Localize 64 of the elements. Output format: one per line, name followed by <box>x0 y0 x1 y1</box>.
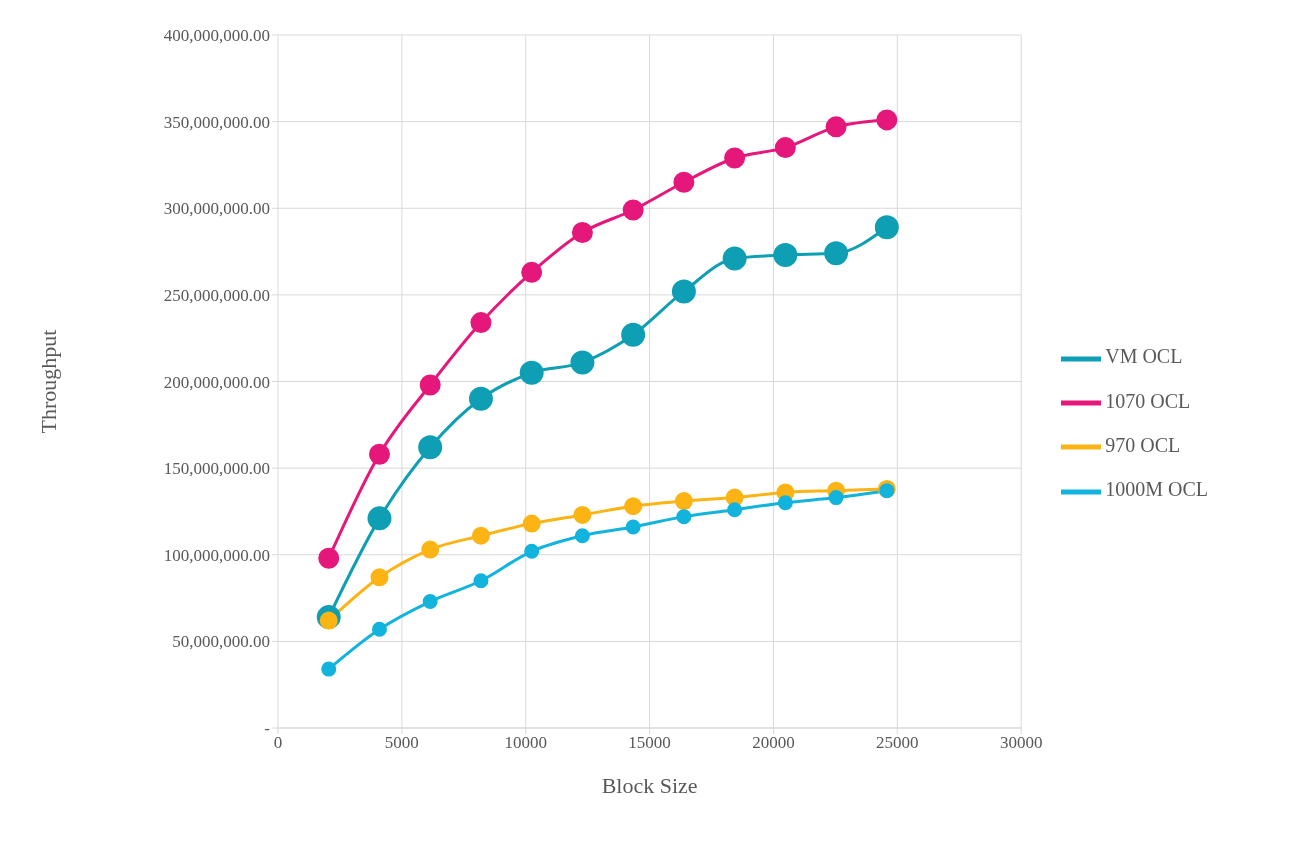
legend-label: 970 OCL <box>1105 434 1181 456</box>
point <box>524 543 540 559</box>
x-axis-title: Block Size <box>601 773 698 798</box>
point <box>879 483 895 499</box>
point <box>468 386 493 411</box>
y-axis-title: Throughput <box>35 329 61 434</box>
point <box>774 137 796 159</box>
point <box>321 661 337 677</box>
point <box>471 526 490 545</box>
x-tick-label: 10000 <box>504 733 547 753</box>
legend-label: 1070 OCL <box>1105 389 1191 412</box>
point <box>370 568 389 587</box>
point <box>673 171 695 193</box>
point <box>622 199 644 221</box>
point <box>874 215 899 240</box>
point <box>519 360 544 385</box>
point <box>722 246 747 271</box>
point <box>625 519 641 535</box>
y-tick-label: 200,000,000.00 <box>163 372 270 392</box>
point <box>727 502 743 518</box>
y-tick-label: 350,000,000.00 <box>163 112 270 132</box>
y-tick-label: 150,000,000.00 <box>163 459 270 479</box>
point <box>371 621 387 637</box>
point <box>621 322 646 347</box>
point <box>318 547 340 569</box>
point <box>825 116 847 138</box>
point <box>367 506 392 531</box>
point <box>422 594 438 610</box>
point <box>574 528 590 544</box>
x-tick-label: 0 <box>273 733 283 753</box>
point <box>824 241 849 266</box>
point <box>570 350 595 375</box>
point <box>624 497 643 516</box>
point <box>773 243 798 268</box>
point <box>876 109 898 131</box>
y-tick-label: - <box>264 719 271 739</box>
point <box>421 540 440 559</box>
y-tick-label: 50,000,000.00 <box>172 632 270 652</box>
point <box>828 490 844 506</box>
y-tick-label: 100,000,000.00 <box>163 545 270 565</box>
point <box>676 509 692 525</box>
x-tick-label: 25000 <box>876 733 919 753</box>
point <box>571 222 593 244</box>
point <box>671 279 696 304</box>
x-tick-label: 30000 <box>999 733 1043 753</box>
point <box>470 312 492 334</box>
y-tick-label: 300,000,000.00 <box>163 199 270 219</box>
y-tick-label: 250,000,000.00 <box>163 285 270 305</box>
x-tick-label: 15000 <box>628 733 671 753</box>
legend-label: VM OCL <box>1105 345 1183 368</box>
point <box>419 374 441 396</box>
point <box>368 443 390 465</box>
point <box>674 492 693 511</box>
x-tick-label: 20000 <box>752 733 795 753</box>
point <box>473 573 489 589</box>
point <box>418 435 443 460</box>
point <box>777 495 793 511</box>
point <box>521 261 543 283</box>
point <box>522 514 541 533</box>
legend-label: 1000M OCL <box>1105 478 1208 501</box>
x-tick-label: 5000 <box>384 733 419 753</box>
y-tick-label: 400,000,000.00 <box>163 26 270 46</box>
point <box>573 505 592 524</box>
point <box>724 147 746 169</box>
